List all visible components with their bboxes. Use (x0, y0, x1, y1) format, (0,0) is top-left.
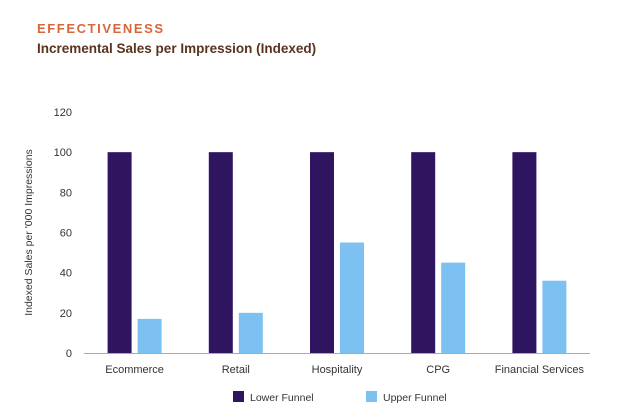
legend-label-lower-funnel: Lower Funnel (250, 392, 314, 404)
lower-funnel-bar-cpg (411, 152, 436, 353)
lower-funnel-bar-ecommerce (107, 152, 132, 353)
x-tick-label: Financial Services (495, 364, 585, 376)
upper-funnel-bar-retail (238, 312, 263, 353)
y-tick-label: 20 (60, 308, 72, 320)
x-tick-label: Retail (222, 364, 250, 376)
legend-swatch-lower-funnel (233, 391, 244, 402)
y-axis-label: Indexed Sales per '000 Impressions (23, 149, 35, 316)
lower-funnel-bar-hospitality (310, 152, 334, 353)
y-tick-label: 80 (60, 187, 72, 199)
legend-swatch-upper-funnel (366, 391, 377, 402)
legend-label-upper-funnel: Upper Funnel (383, 392, 447, 404)
upper-funnel-bar-hospitality (340, 242, 364, 353)
y-tick-label: 0 (66, 348, 72, 360)
y-tick-label: 120 (54, 107, 72, 119)
x-tick-label: Ecommerce (105, 364, 164, 376)
upper-funnel-bar-cpg (441, 262, 466, 353)
lower-funnel-bar-retail (208, 152, 233, 353)
upper-funnel-bar-financial-services (542, 280, 567, 353)
lower-funnel-bar-financial-services (512, 152, 537, 353)
y-tick-label: 40 (60, 268, 72, 280)
y-tick-label: 60 (60, 228, 72, 240)
x-tick-label: Hospitality (312, 364, 363, 376)
x-tick-label: CPG (426, 364, 450, 376)
section-kicker: EFFECTIVENESS (37, 21, 165, 36)
y-tick-label: 100 (54, 147, 72, 159)
chart-title: Incremental Sales per Impression (Indexe… (37, 41, 317, 56)
upper-funnel-bar-ecommerce (137, 318, 162, 353)
